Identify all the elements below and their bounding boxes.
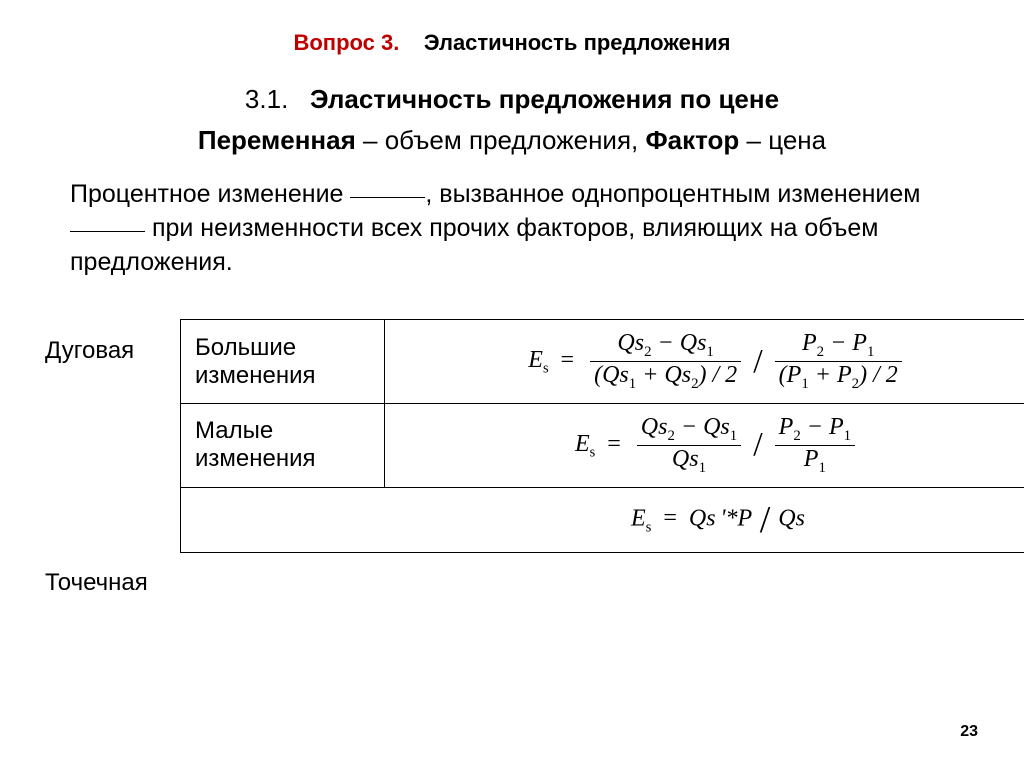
section-number: 3.1.	[245, 84, 288, 114]
arc-elasticity-label: Дуговая	[45, 337, 134, 365]
page-number: 23	[960, 723, 978, 741]
title-topic: Эластичность предложения	[424, 30, 731, 55]
variable-text: – объем предложения,	[356, 125, 646, 155]
formulas-table: Большие изменения Es = Qs2 − Qs1 (Qs1 + …	[180, 319, 1024, 553]
table-row: Большие изменения Es = Qs2 − Qs1 (Qs1 + …	[181, 320, 1024, 404]
arc-elasticity-formula: Es = Qs2 − Qs1 (Qs1 + Qs2) / 2 / P2 − P1…	[385, 320, 1024, 404]
table-row: Es = Qs '*P / Qs	[181, 487, 1024, 552]
row2-description: Малые изменения	[181, 404, 385, 488]
definition-paragraph: Процентное изменение , вызванное однопро…	[70, 178, 954, 279]
blank-fill-2	[70, 231, 145, 232]
variable-label: Переменная	[198, 125, 356, 155]
small-change-formula: Es = Qs2 − Qs1 Qs1 / P2 − P1 P1	[385, 404, 1024, 488]
blank-fill-1	[350, 197, 425, 198]
para-part1: Процентное изменение	[70, 180, 350, 208]
factor-label: Фактор	[645, 125, 739, 155]
factor-text: – цена	[739, 125, 826, 155]
para-part3: при неизменности всех прочих факторов, в…	[70, 214, 878, 276]
table-row: Малые изменения Es = Qs2 − Qs1 Qs1 / P2 …	[181, 404, 1024, 488]
page-title: Вопрос 3. Эластичность предложения	[40, 30, 984, 56]
row1-description: Большие изменения	[181, 320, 385, 404]
title-question-number: Вопрос 3.	[293, 30, 399, 55]
point-elasticity-label: Точечная	[45, 569, 148, 597]
variable-factor-line: Переменная – объем предложения, Фактор –…	[40, 125, 984, 156]
section-heading: 3.1. Эластичность предложения по цене	[40, 84, 984, 115]
section-title: Эластичность предложения по цене	[310, 84, 779, 114]
point-elasticity-formula: Es = Qs '*P / Qs	[181, 487, 1024, 552]
para-part2: , вызванное однопроцентным изменением	[425, 180, 920, 208]
